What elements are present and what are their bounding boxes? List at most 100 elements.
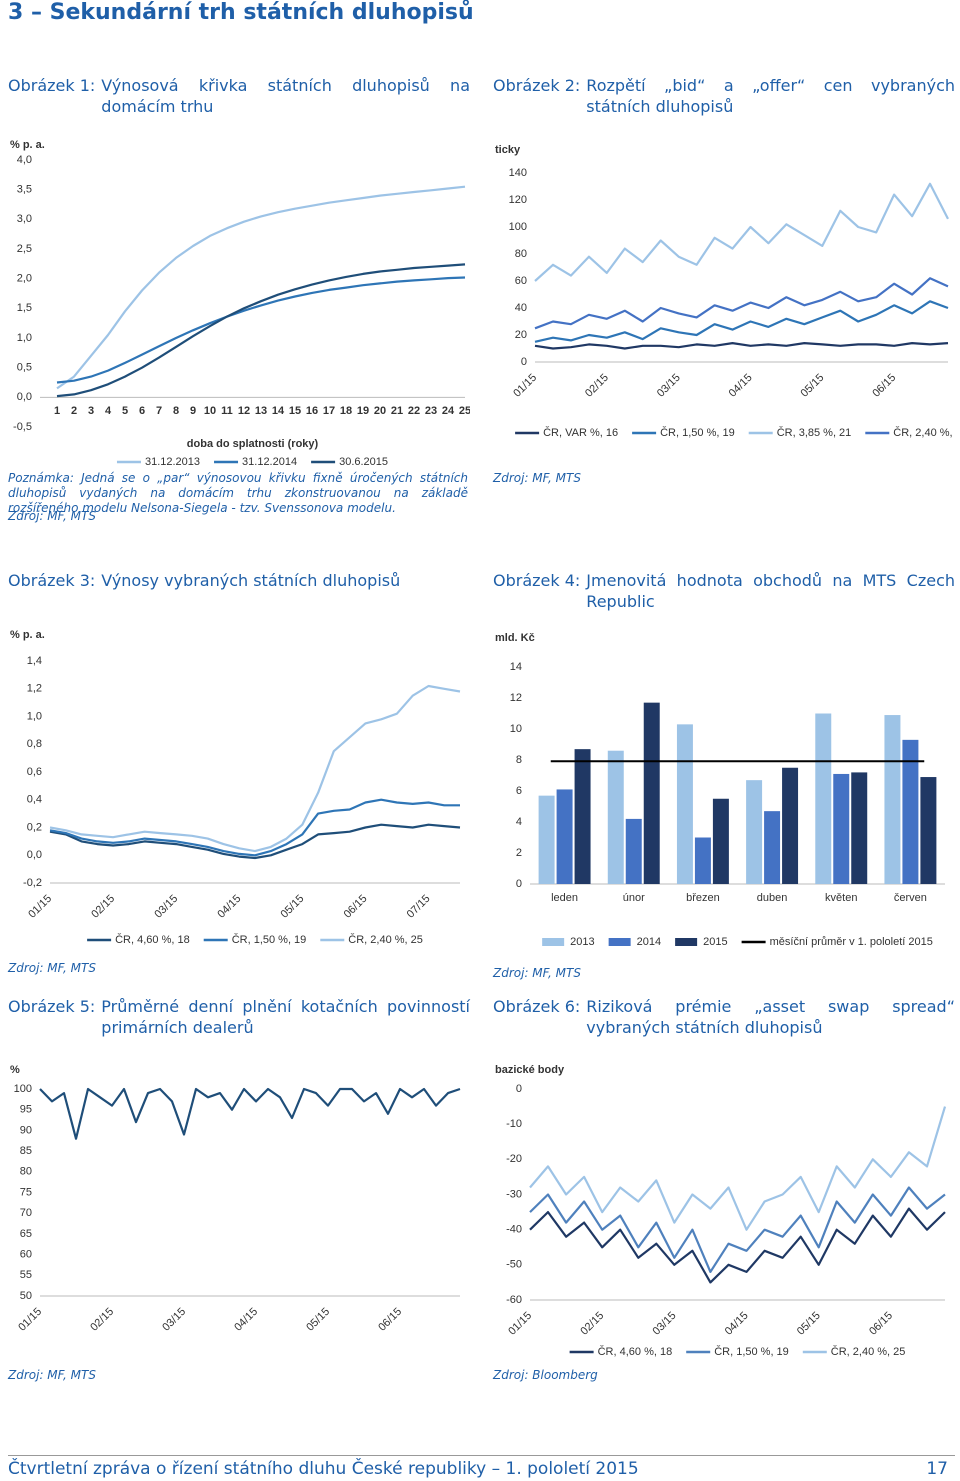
- line-series: [56, 185, 466, 390]
- y-tick-label: 65: [20, 1228, 32, 1240]
- x-tick-label: 05/15: [795, 1310, 823, 1338]
- caption-label: Obrázek 3:: [8, 571, 96, 590]
- source: Zdroj: MF, MTS: [8, 961, 96, 975]
- y-axis-label: % p. a.: [10, 139, 45, 151]
- y-axis-label: % p. a.: [10, 629, 45, 641]
- y-tick-label: -60: [506, 1294, 522, 1306]
- y-tick-label: 3,0: [17, 213, 32, 225]
- y-tick-label: 80: [515, 248, 527, 260]
- y-tick-label: 100: [509, 221, 527, 233]
- x-tick-label: 04/15: [723, 1310, 751, 1338]
- y-tick-label: 120: [509, 194, 527, 206]
- caption-title: Výnosová křivka státních dluhopisů na do…: [101, 76, 470, 116]
- y-tick-label: 140: [509, 167, 527, 179]
- legend-label: ČR, 2,40 %, 25: [348, 933, 423, 946]
- bar: [833, 773, 850, 884]
- source: Zdroj: MF, MTS: [8, 1368, 96, 1382]
- y-axis-label: bazické body: [495, 1064, 565, 1076]
- x-tick-label: 02/15: [578, 1310, 606, 1338]
- caption: Obrázek 2: Rozpětí „bid“ a „offer“ cen vy…: [493, 75, 955, 117]
- y-tick-label: 0,5: [17, 362, 32, 374]
- legend-label: ČR, 1,50 %, 19: [232, 933, 307, 946]
- chart: % p. a. -0,2 0,0 0,2 0,4 0,6 0,8 1,0 1,2 1,4 01/15…: [10, 629, 461, 946]
- x-tick-label: 01/15: [16, 1306, 44, 1334]
- note: Poznámka: Jedná se o „par“ výnosovou kři…: [8, 471, 468, 515]
- y-tick-label: -20: [506, 1153, 522, 1165]
- y-tick-label: 0,6: [27, 766, 42, 778]
- y-tick-label: 2: [516, 847, 522, 859]
- y-tick-label: 3,5: [17, 184, 32, 196]
- bar: [815, 713, 832, 884]
- caption-title: Rozpětí „bid“ a „offer“ cen vybraných st…: [586, 76, 955, 116]
- y-tick-label: 0,0: [17, 391, 32, 403]
- y-tick-label: 0,4: [27, 794, 42, 806]
- x-tick-label: 7: [156, 405, 162, 417]
- y-tick-label: -30: [506, 1188, 522, 1200]
- chart: % p. a.-0,50,00,51,01,52,02,53,03,54,01 2…: [10, 139, 470, 468]
- x-tick-label: 06/15: [870, 372, 898, 400]
- x-tick-label: 23: [425, 405, 437, 417]
- footer-rule: [8, 1455, 955, 1456]
- bar: [851, 772, 868, 884]
- x-tick-label: 05/15: [279, 893, 307, 921]
- line-series: [39, 1087, 461, 1140]
- x-axis-label: doba do splatnosti (roky): [187, 438, 319, 450]
- x-tick-label: 06/15: [867, 1310, 895, 1338]
- x-tick-label: 3: [88, 405, 94, 417]
- x-tick-label: březen: [686, 892, 720, 904]
- line-series: [56, 276, 466, 384]
- caption: Obrázek 4: Jmenovitá hodnota obchodů na M…: [493, 570, 955, 612]
- legend-swatch: [542, 938, 565, 946]
- x-tick-label: 25: [459, 405, 470, 417]
- x-tick-label: 5: [122, 405, 128, 417]
- x-tick-label: 19: [357, 405, 369, 417]
- line-series: [49, 823, 461, 860]
- y-tick-label: 2,5: [17, 243, 32, 255]
- x-tick-label: 10: [204, 405, 216, 417]
- caption-label: Obrázek 5:: [8, 997, 96, 1016]
- bar: [884, 715, 901, 884]
- x-tick-label: 1: [54, 405, 60, 417]
- x-tick-label: 20: [374, 405, 386, 417]
- source: Zdroj: MF, MTS: [493, 966, 581, 980]
- bar: [538, 795, 555, 884]
- y-tick-label: 8: [516, 754, 522, 766]
- legend-label: ČR, 2,40 %, 25: [893, 426, 955, 439]
- x-tick-label: 22: [408, 405, 420, 417]
- bar: [676, 724, 693, 884]
- y-tick-label: -0,2: [23, 877, 42, 889]
- x-tick-label: 16: [306, 405, 318, 417]
- caption-title: Průměrné denní plnění kotačních povinnos…: [101, 997, 470, 1037]
- y-tick-label: 1,4: [27, 655, 42, 667]
- caption-label: Obrázek 6:: [493, 997, 581, 1016]
- bar: [782, 767, 799, 884]
- source: Zdroj: MF, MTS: [8, 509, 96, 523]
- legend-swatch: [608, 938, 631, 946]
- line-series: [534, 182, 949, 282]
- y-tick-label: 0: [516, 878, 522, 890]
- legend-label: ČR, 4,60 %, 18: [115, 933, 190, 946]
- y-axis-label: ticky: [495, 144, 521, 156]
- y-tick-label: 0,2: [27, 821, 42, 833]
- x-tick-label: 6: [139, 405, 145, 417]
- x-tick-label: 18: [340, 405, 352, 417]
- caption-title: Riziková prémie „asset swap spread“ vybr…: [586, 997, 955, 1037]
- x-tick-label: 01/15: [506, 1310, 534, 1338]
- y-tick-label: 12: [510, 692, 522, 704]
- y-tick-label: 95: [20, 1104, 32, 1116]
- y-tick-label: 50: [20, 1290, 32, 1302]
- x-tick-label: květen: [825, 892, 857, 904]
- x-tick-label: 05/15: [304, 1306, 332, 1334]
- x-tick-label: 2: [71, 405, 77, 417]
- legend: ČR, 4,60 %, 18 ČR, 1,50 %, 19 ČR, 2,40 %, …: [87, 933, 423, 946]
- y-tick-label: 75: [20, 1186, 32, 1198]
- page-number: 17: [926, 1459, 948, 1479]
- y-tick-label: 4: [516, 816, 522, 828]
- x-tick-label: 04/15: [727, 372, 755, 400]
- legend-label: měsíční průměr v 1. pololetí 2015: [770, 936, 933, 948]
- caption: Obrázek 5: Průměrné denní plnění kotačníc…: [8, 996, 470, 1038]
- legend-label: ČR, 4,60 %, 18: [598, 1345, 673, 1358]
- y-tick-label: 55: [20, 1269, 32, 1281]
- y-tick-label: -10: [506, 1118, 522, 1130]
